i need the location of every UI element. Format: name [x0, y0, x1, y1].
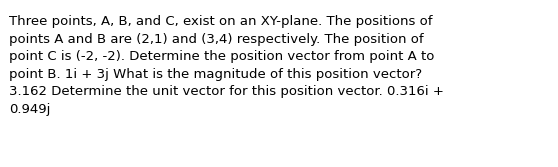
Text: Three points, A, B, and C, exist on an XY-plane. The positions of
points A and B: Three points, A, B, and C, exist on an X… — [9, 15, 444, 116]
